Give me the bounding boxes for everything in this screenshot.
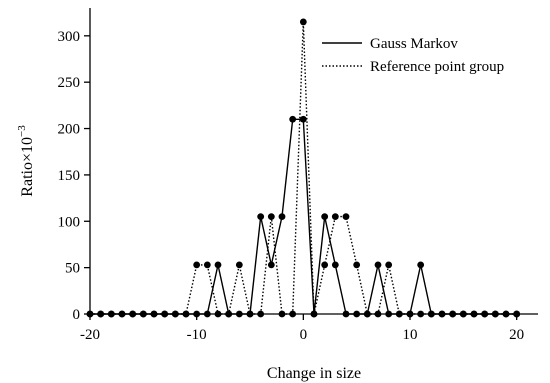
data-point-reference-point-group [363, 310, 371, 318]
data-point-gauss-markov [374, 261, 382, 269]
data-point-reference-point-group [161, 310, 169, 318]
data-point-reference-point-group [203, 261, 211, 269]
data-point-reference-point-group [374, 310, 382, 318]
legend: Gauss Markov Reference point group [322, 36, 504, 75]
data-point-reference-point-group [235, 261, 243, 269]
y-axis-title-main: Ratio×10 [19, 137, 36, 197]
data-point-reference-point-group [193, 261, 201, 269]
data-point-reference-point-group [470, 310, 478, 318]
x-tick-label: 10 [403, 327, 418, 343]
data-point-gauss-markov [203, 310, 211, 318]
data-point-gauss-markov [321, 213, 329, 221]
data-point-reference-point-group [278, 310, 286, 318]
data-point-gauss-markov [235, 310, 243, 318]
y-tick-label: 250 [58, 75, 81, 91]
data-point-reference-point-group [459, 310, 467, 318]
data-point-reference-point-group [139, 310, 147, 318]
x-tick-label: 20 [509, 327, 524, 343]
x-tick-label: -10 [187, 327, 207, 343]
data-point-reference-point-group [417, 310, 425, 318]
series-line-reference-point-group [90, 21, 517, 315]
data-point-reference-point-group [129, 310, 137, 318]
data-point-reference-point-group [289, 310, 297, 318]
data-point-reference-point-group [491, 310, 499, 318]
y-tick-label: 150 [58, 168, 81, 184]
data-point-reference-point-group [310, 310, 318, 318]
data-point-reference-point-group [150, 310, 158, 318]
x-axis-title: Change in size [267, 365, 361, 382]
data-point-reference-point-group [342, 213, 350, 221]
data-point-reference-point-group [214, 310, 222, 318]
y-tick-label: 100 [58, 214, 81, 230]
data-point-gauss-markov [257, 213, 265, 221]
data-point-reference-point-group [97, 310, 105, 318]
data-point-reference-point-group [107, 310, 115, 318]
data-point-reference-point-group [513, 310, 521, 318]
data-point-reference-point-group [299, 18, 307, 26]
data-point-reference-point-group [118, 310, 126, 318]
legend-label-reference-point-group: Reference point group [370, 59, 504, 75]
data-point-reference-point-group [353, 261, 361, 269]
data-point-gauss-markov [299, 115, 307, 123]
data-point-reference-point-group [449, 310, 457, 318]
data-point-reference-point-group [267, 213, 275, 221]
data-point-gauss-markov [417, 261, 425, 269]
data-point-gauss-markov [342, 310, 350, 318]
data-point-gauss-markov [331, 261, 339, 269]
data-point-reference-point-group [385, 261, 393, 269]
data-point-reference-point-group [438, 310, 446, 318]
data-point-reference-point-group [257, 310, 265, 318]
data-point-reference-point-group [171, 310, 179, 318]
data-point-reference-point-group [331, 213, 339, 221]
y-tick-label: 50 [65, 261, 80, 277]
points-layer [86, 18, 521, 318]
data-point-gauss-markov [193, 310, 201, 318]
x-tick-label: -20 [80, 327, 100, 343]
x-tick-label: 0 [300, 327, 308, 343]
data-point-gauss-markov [385, 310, 393, 318]
data-point-reference-point-group [225, 310, 233, 318]
data-point-reference-point-group [321, 261, 329, 269]
data-point-gauss-markov [214, 261, 222, 269]
data-point-reference-point-group [246, 310, 254, 318]
legend-label-gauss-markov: Gauss Markov [370, 36, 458, 52]
data-point-gauss-markov [278, 213, 286, 221]
data-point-reference-point-group [481, 310, 489, 318]
series-line-gauss-markov [90, 118, 517, 315]
data-point-reference-point-group [395, 310, 403, 318]
y-tick-label: 0 [73, 307, 81, 323]
data-point-gauss-markov [267, 261, 275, 269]
data-point-reference-point-group [427, 310, 435, 318]
data-point-reference-point-group [86, 310, 94, 318]
data-point-reference-point-group [406, 310, 414, 318]
data-point-reference-point-group [502, 310, 510, 318]
y-axis-title: Ratio×10−3 [16, 125, 36, 197]
data-point-reference-point-group [182, 310, 190, 318]
data-point-gauss-markov [289, 115, 297, 123]
data-point-gauss-markov [353, 310, 361, 318]
y-axis-title-exponent: −3 [16, 125, 28, 137]
y-tick-label: 200 [58, 122, 81, 138]
y-tick-label: 300 [58, 29, 81, 45]
